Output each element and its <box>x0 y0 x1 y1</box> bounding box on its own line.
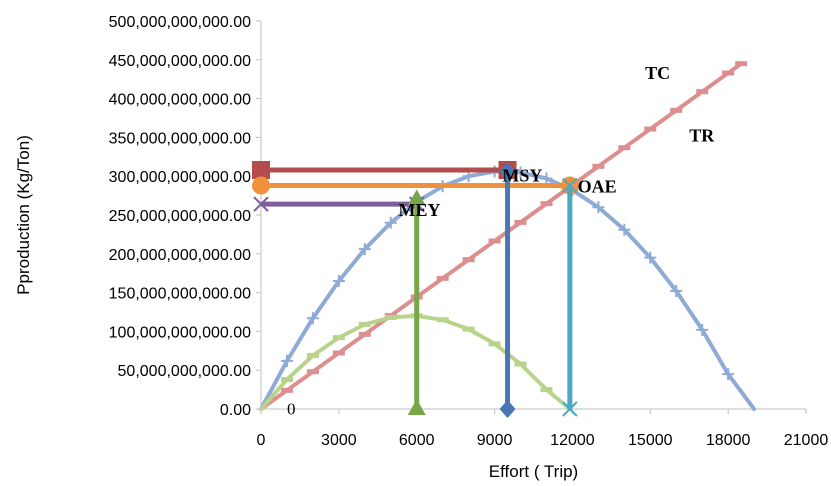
series-marker-tc <box>306 369 319 375</box>
series-marker-tc <box>332 350 345 356</box>
reference-marker-oae-h <box>252 176 270 195</box>
series-marker-tc <box>488 238 501 244</box>
reference-marker-oae-v <box>562 401 578 417</box>
series-marker-tr <box>644 251 657 264</box>
x-tick-label: 18000 <box>706 432 751 449</box>
annotation-tc: TC <box>645 63 670 83</box>
reference-marker-mey-v <box>407 189 426 206</box>
series-marker-tr <box>618 223 631 236</box>
series-marker-profit <box>462 326 475 332</box>
series-marker-tc <box>696 89 709 95</box>
x-axis-title: Effort ( Trip) <box>489 462 578 481</box>
series-marker-tr <box>670 285 683 298</box>
reference-marker-mey-h <box>253 196 269 212</box>
annotation-msy: MSY <box>502 166 542 186</box>
series-marker-profit <box>306 352 319 358</box>
series-marker-tr <box>592 201 605 214</box>
series-marker-profit <box>514 361 527 367</box>
series-marker-tr <box>384 216 397 229</box>
reference-marker-msy-v <box>499 162 516 181</box>
y-tick-label: 250,000,000,000.00 <box>109 208 251 225</box>
x-tick-label: 12000 <box>550 432 595 449</box>
x-tick-label: 9000 <box>477 432 513 449</box>
series-marker-profit <box>488 341 501 347</box>
series-marker-tr <box>540 172 553 185</box>
series-marker-tc <box>592 163 605 169</box>
series-marker-tr <box>358 243 371 256</box>
x-tick-label: 6000 <box>399 432 435 449</box>
x-tick-label: 0 <box>257 432 266 449</box>
series-marker-tc <box>514 219 527 225</box>
y-tick-label: 350,000,000,000.00 <box>109 130 251 147</box>
annotation-tr: TR <box>689 125 715 145</box>
annotations: TC TR MSY OAE MEY 0 <box>287 63 715 418</box>
series-line-tc <box>259 61 744 411</box>
series-marker-tr <box>306 312 319 325</box>
reference-marker-msy-v <box>499 400 516 418</box>
series-marker-profit <box>332 335 345 341</box>
series-marker-profit <box>280 377 293 383</box>
x-tick-label: 21000 <box>784 432 829 449</box>
series-marker-tc <box>670 107 683 113</box>
x-tick-label: 3000 <box>321 432 357 449</box>
y-axis-title: Pproduction (Kg/Ton) <box>14 135 33 295</box>
x-tick-labels: 0 3000 6000 9000 12000 15000 18000 21000 <box>257 409 829 449</box>
y-tick-label: 100,000,000,000.00 <box>109 324 251 341</box>
x-tick-label: 15000 <box>628 432 673 449</box>
series-marker-tc <box>735 61 748 67</box>
annotation-zero: 0 <box>287 399 296 418</box>
annotation-mey: MEY <box>399 200 441 220</box>
series-marker-tc <box>722 70 735 76</box>
y-tick-label: 500,000,000,000.00 <box>109 14 251 31</box>
series-marker-profit <box>436 317 449 323</box>
series-marker-tc <box>540 201 553 207</box>
series-marker-tc <box>358 331 371 337</box>
series-marker-tc <box>644 126 657 132</box>
series-marker-profit <box>540 387 553 393</box>
series-marker-tc <box>436 275 449 281</box>
series-marker-tc <box>462 257 475 263</box>
y-tick-label: 0.00 <box>220 402 251 419</box>
reference-marker-msy-h <box>252 160 270 179</box>
series-marker-tc <box>280 387 293 393</box>
y-tick-label: 450,000,000,000.00 <box>109 53 251 70</box>
y-tick-label: 400,000,000,000.00 <box>109 92 251 109</box>
series-marker-tr <box>722 368 735 381</box>
y-tick-label: 150,000,000,000.00 <box>109 286 251 303</box>
series-marker-tr <box>280 354 293 367</box>
y-tick-label: 50,000,000,000.00 <box>118 363 252 380</box>
series-marker-profit <box>384 314 397 320</box>
annotation-oae: OAE <box>578 176 617 196</box>
series-marker-profit <box>358 321 371 327</box>
series-marker-tr <box>696 323 709 336</box>
series-marker-tc <box>618 145 631 151</box>
y-tick-label: 200,000,000,000.00 <box>109 247 251 264</box>
reference-lines <box>252 160 579 418</box>
y-tick-labels: 0.00 50,000,000,000.00 100,000,000,000.00 1… <box>109 14 261 419</box>
reference-marker-oae-v <box>562 177 578 194</box>
reference-marker-mey-v <box>407 399 426 415</box>
y-tick-label: 300,000,000,000.00 <box>109 169 251 186</box>
series-marker-tr <box>332 274 345 287</box>
